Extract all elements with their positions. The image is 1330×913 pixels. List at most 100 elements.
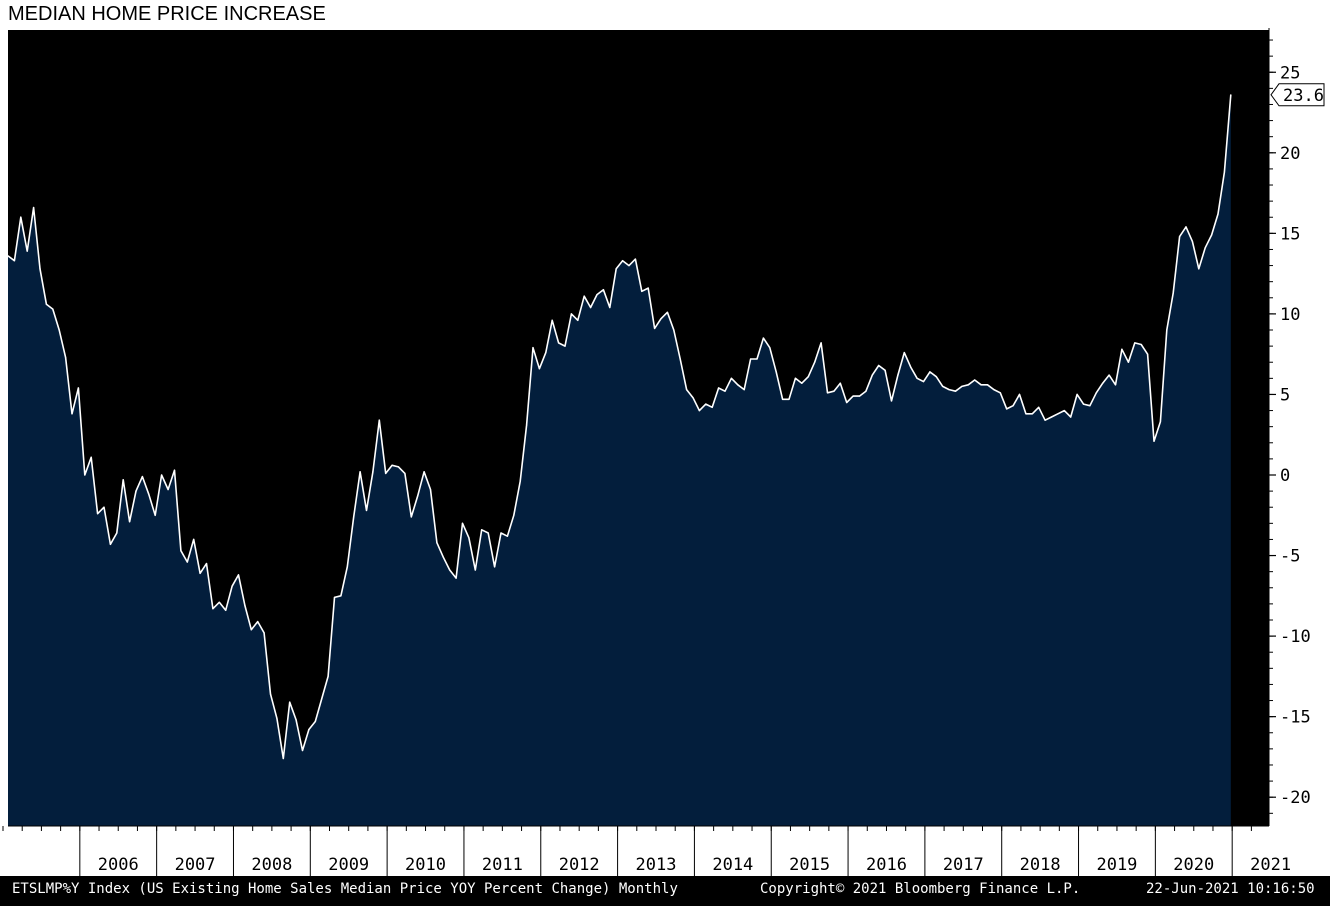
data-point <box>545 352 547 354</box>
data-point <box>986 384 989 386</box>
data-point <box>718 387 720 389</box>
x-tick-label: 2019 <box>1096 855 1137 875</box>
data-point <box>1070 416 1072 418</box>
data-point <box>1147 353 1149 355</box>
data-point <box>724 390 726 392</box>
chart-title: MEDIAN HOME PRICE INCREASE <box>8 3 326 25</box>
data-point <box>385 472 387 474</box>
data-point <box>33 207 35 209</box>
data-point <box>814 361 816 363</box>
data-point <box>858 395 861 397</box>
data-point <box>1134 342 1136 344</box>
data-point <box>679 358 681 360</box>
data-point <box>910 366 912 368</box>
x-tick-label: 2013 <box>636 855 677 875</box>
data-point <box>634 258 637 260</box>
data-point <box>1108 374 1110 376</box>
data-point <box>871 374 873 376</box>
x-tick-label: 2021 <box>1250 855 1291 875</box>
data-point <box>974 379 976 381</box>
data-point <box>103 506 105 508</box>
data-point <box>423 471 425 473</box>
x-tick-label: 2008 <box>251 855 292 875</box>
data-point <box>590 306 592 309</box>
data-point <box>1166 329 1168 331</box>
data-point <box>365 509 368 511</box>
data-point <box>967 384 969 386</box>
y-tick-label: 15 <box>1280 224 1300 244</box>
data-point <box>333 596 336 599</box>
data-point <box>833 390 835 392</box>
data-point <box>1198 268 1200 270</box>
data-point <box>1012 405 1014 407</box>
data-point <box>282 757 284 760</box>
x-tick-label: 2018 <box>1020 855 1061 875</box>
data-point <box>314 720 316 723</box>
data-point <box>1127 361 1129 363</box>
data-point <box>897 374 899 376</box>
data-point <box>769 347 771 349</box>
data-point <box>97 513 99 515</box>
data-point <box>673 329 675 331</box>
y-tick-label: -5 <box>1280 547 1300 567</box>
data-point <box>199 572 201 574</box>
x-tick-label: 2010 <box>405 855 446 875</box>
y-tick-label: 20 <box>1280 144 1300 164</box>
data-point <box>1076 393 1078 395</box>
x-tick-label: 2017 <box>943 855 984 875</box>
footer-ticker: ETSLMP%Y Index (US Existing Home Sales M… <box>12 881 678 897</box>
data-point <box>180 550 182 552</box>
data-point <box>942 385 944 387</box>
data-point <box>257 621 259 623</box>
x-tick-label: 2007 <box>175 855 216 875</box>
data-point <box>596 294 598 296</box>
data-point <box>756 358 758 360</box>
data-point <box>1140 343 1142 346</box>
data-point <box>948 389 950 391</box>
data-point <box>961 385 963 387</box>
data-point <box>1211 234 1213 236</box>
data-point <box>1185 226 1187 228</box>
data-point <box>666 311 669 313</box>
data-point <box>1038 406 1040 408</box>
y-tick-label: 25 <box>1280 63 1300 83</box>
data-point <box>711 406 713 408</box>
data-point <box>90 456 92 458</box>
data-point <box>193 538 195 541</box>
data-point <box>583 295 585 297</box>
data-point <box>442 556 444 558</box>
data-point <box>1095 392 1097 394</box>
data-point <box>461 522 464 524</box>
data-point <box>109 543 111 545</box>
data-point <box>301 749 304 752</box>
data-point <box>218 601 220 603</box>
data-point <box>1044 419 1046 421</box>
data-point <box>602 289 605 291</box>
data-point <box>225 609 227 611</box>
data-point <box>519 480 521 482</box>
data-point <box>1006 408 1008 410</box>
data-point <box>532 347 534 349</box>
data-point <box>1179 236 1181 238</box>
data-point <box>1114 384 1117 386</box>
data-point <box>244 604 246 607</box>
data-point <box>878 364 880 367</box>
x-tick-label: 2011 <box>482 855 523 875</box>
data-point <box>1031 413 1033 415</box>
data-point <box>45 303 48 305</box>
data-point <box>1204 247 1206 249</box>
data-point <box>692 397 694 399</box>
y-tick-label: 5 <box>1280 385 1290 405</box>
data-point <box>359 471 361 473</box>
data-point <box>980 384 982 386</box>
data-point <box>826 392 829 394</box>
x-tick-label: 2009 <box>328 855 369 875</box>
footer-copyright: Copyright© 2021 Bloomberg Finance L.P. <box>760 881 1081 897</box>
data-point <box>237 574 240 576</box>
data-point <box>1082 403 1085 405</box>
data-point <box>404 472 406 474</box>
data-point <box>801 382 803 384</box>
data-point <box>186 561 188 563</box>
y-tick-label: 0 <box>1280 466 1290 486</box>
